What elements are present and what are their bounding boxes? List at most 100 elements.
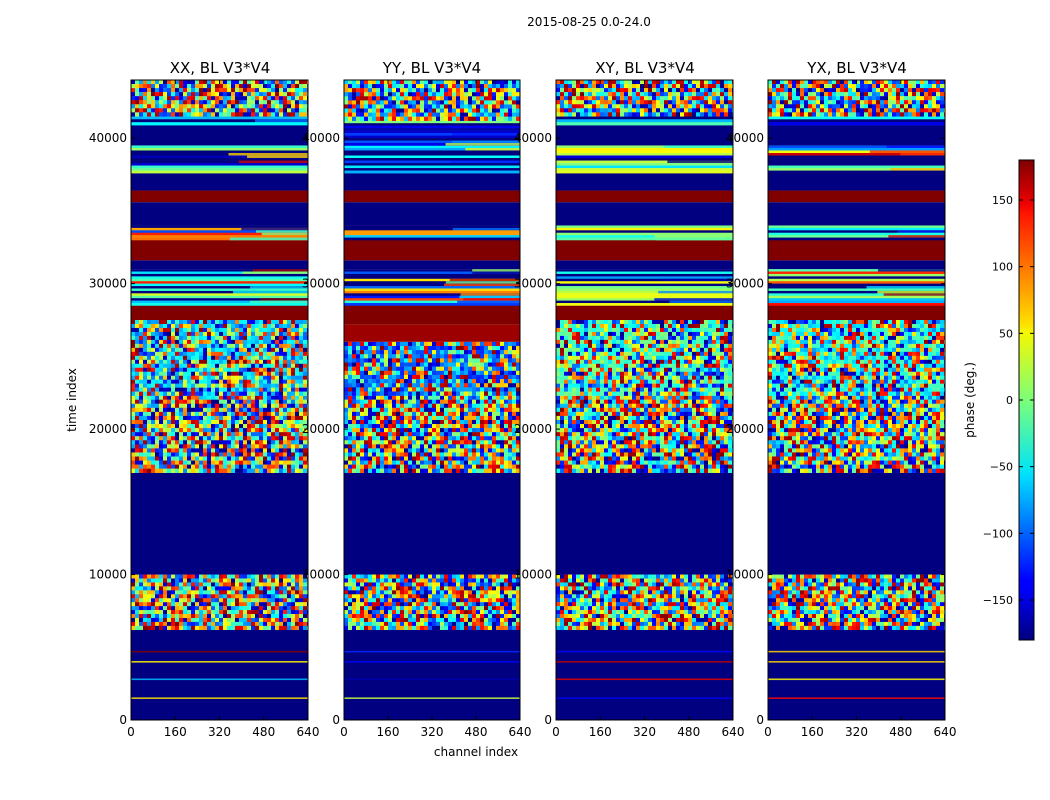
x-tick-label: 0 (764, 725, 772, 739)
phase-band (768, 320, 946, 396)
colorbar-tick-label: 50 (999, 327, 1013, 340)
colorbar-ticks: 150 100 50 0 −50 −100 −150 (983, 194, 1034, 607)
y-tick-label: 20000 (302, 422, 340, 436)
phase-band (556, 116, 733, 126)
phase-band (131, 145, 308, 174)
x-tick-label: 0 (127, 725, 135, 739)
heatmap-xy (556, 80, 734, 720)
y-tick-label: 0 (332, 713, 340, 727)
x-tick-label: 320 (633, 725, 656, 739)
phase-band (768, 472, 945, 575)
panel-yx: YX, BL V3*V4 0 160 320 480 640 0 10000 20000 300… (726, 59, 957, 739)
y-tick-label: 20000 (726, 422, 764, 436)
phase-band (344, 173, 520, 191)
phase-band (556, 80, 734, 117)
phase-band (768, 629, 945, 720)
phase-band (556, 145, 733, 174)
colorbar-tick-label: 0 (1006, 394, 1013, 407)
phase-band (556, 269, 733, 306)
phase-band (768, 173, 945, 191)
y-tick-label: 30000 (726, 277, 764, 291)
axes-ticks: 0 160 320 480 640 0 10000 20000 30000 40000 (726, 80, 957, 739)
x-tick-label: 160 (589, 725, 612, 739)
y-tick-label: 20000 (514, 422, 552, 436)
panel-title: YY, BL V3*V4 (382, 59, 481, 77)
colorbar-tick-label: 100 (992, 261, 1013, 274)
x-tick-label: 160 (164, 725, 187, 739)
phase-band (556, 320, 734, 396)
y-tick-label: 0 (544, 713, 552, 727)
phase-band (344, 269, 520, 306)
y-tick-label: 30000 (514, 277, 552, 291)
heatmap-yy (344, 80, 521, 720)
x-tick-label: 320 (421, 725, 444, 739)
colorbar-tick-label: −50 (990, 461, 1013, 474)
figure-suptitle: 2015-08-25 0.0-24.0 (527, 15, 651, 29)
phase-band (768, 305, 945, 320)
phase-band (344, 190, 520, 203)
phase-band (768, 225, 945, 241)
x-tick-label: 640 (509, 725, 532, 739)
x-tick-label: 480 (677, 725, 700, 739)
phase-band (556, 190, 733, 203)
phase-band (556, 472, 733, 575)
phase-band (131, 225, 308, 241)
y-tick-label: 10000 (726, 568, 764, 582)
phase-band (556, 629, 733, 720)
phase-band (768, 240, 945, 261)
x-tick-label: 320 (208, 725, 231, 739)
x-axis-label: channel index (434, 745, 518, 759)
phase-band (131, 202, 308, 226)
panel-xy: XY, BL V3*V4 0 160 320 480 640 0 10000 20000 300… (514, 59, 745, 739)
panel-xx: XX, BL V3*V4 0 160 320 480 640 0 10000 20000 300… (65, 59, 319, 739)
heatmap-yx (768, 80, 946, 720)
axes-ticks: 0 160 320 480 640 0 10000 20000 30000 40000 (89, 80, 320, 739)
phase-band (131, 395, 309, 473)
phase-band (344, 225, 520, 241)
phase-band (344, 574, 521, 631)
phase-band (768, 269, 945, 306)
phase-band (344, 324, 520, 342)
y-tick-label: 30000 (89, 277, 127, 291)
phase-band (344, 629, 520, 720)
phase-band (556, 260, 733, 270)
phase-band (344, 202, 520, 226)
colorbar-tick-label: −150 (983, 594, 1013, 607)
x-tick-label: 320 (845, 725, 868, 739)
colorbar-tick-label: −100 (983, 527, 1013, 540)
x-tick-label: 160 (801, 725, 824, 739)
y-tick-label: 40000 (514, 131, 552, 145)
x-tick-label: 640 (297, 725, 320, 739)
phase-band (768, 395, 946, 473)
phase-band (131, 173, 308, 191)
colorbar: 150 100 50 0 −50 −100 −150 phase (deg.) (963, 159, 1035, 641)
phase-band (131, 125, 308, 146)
axes-ticks: 0 160 320 480 640 0 10000 20000 30000 40000 (514, 80, 745, 739)
phase-band (344, 472, 520, 575)
y-tick-label: 30000 (302, 277, 340, 291)
x-tick-label: 640 (722, 725, 745, 739)
phase-band (344, 240, 520, 261)
y-tick-label: 40000 (302, 131, 340, 145)
y-tick-label: 40000 (89, 131, 127, 145)
x-tick-label: 0 (552, 725, 560, 739)
phase-band (131, 190, 308, 203)
phase-band (556, 173, 733, 191)
phase-band (556, 225, 733, 241)
phase-band (131, 240, 308, 261)
x-tick-label: 160 (377, 725, 400, 739)
phase-band (131, 629, 308, 720)
phase-band (768, 80, 946, 117)
phase-band (344, 260, 520, 270)
phase-band (131, 80, 309, 117)
y-tick-label: 0 (119, 713, 127, 727)
panel-yy: YY, BL V3*V4 0 160 320 480 640 0 10000 20000 300… (302, 59, 532, 759)
phase-band (131, 260, 308, 270)
y-tick-label: 40000 (726, 131, 764, 145)
phase-band (768, 260, 945, 270)
axes-ticks: 0 160 320 480 640 0 10000 20000 30000 40000 (302, 80, 532, 739)
y-tick-label: 10000 (302, 568, 340, 582)
x-tick-label: 640 (934, 725, 957, 739)
phase-band (131, 116, 308, 126)
x-tick-label: 0 (340, 725, 348, 739)
